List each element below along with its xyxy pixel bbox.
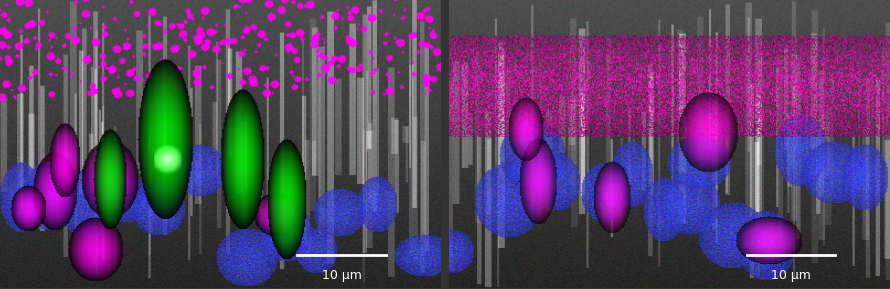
Text: 10 μm: 10 μm [771, 269, 811, 282]
Text: 10 μm: 10 μm [321, 269, 361, 282]
